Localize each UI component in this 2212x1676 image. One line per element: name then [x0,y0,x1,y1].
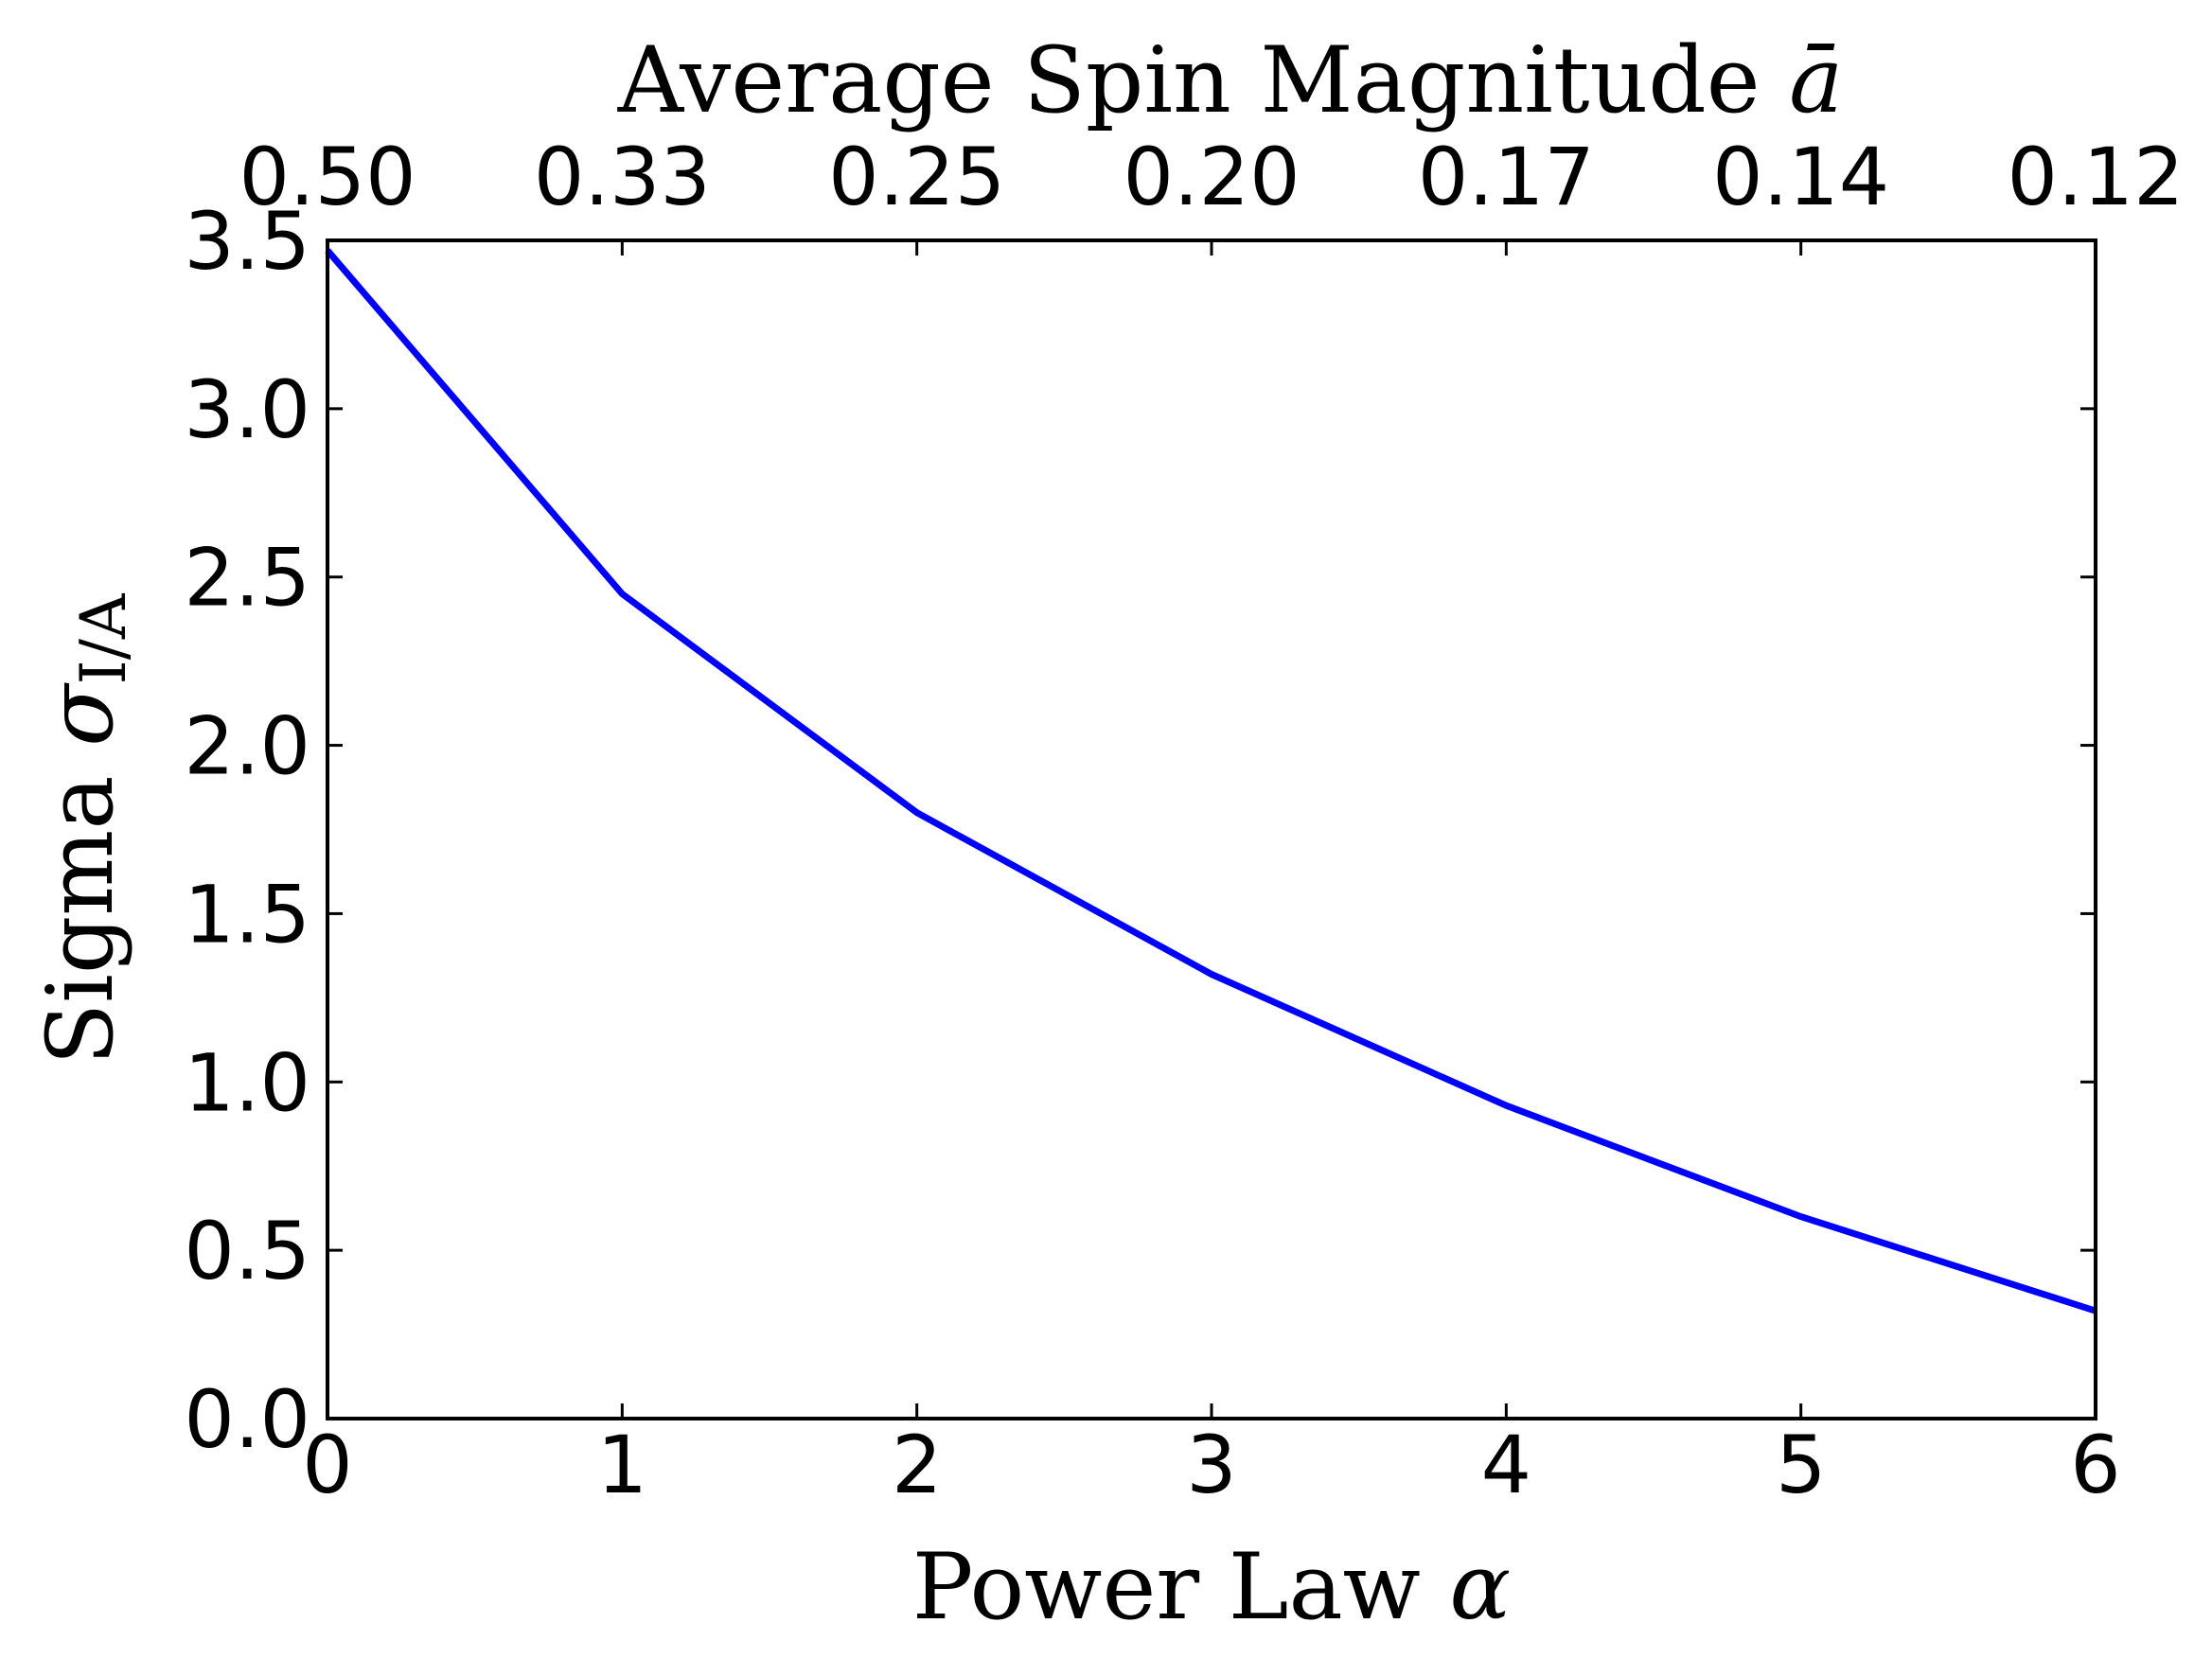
data-point [1505,1104,1507,1106]
x-tick-label: 1 [597,1419,647,1511]
data-point [621,593,623,594]
series-layer [325,248,2097,1314]
y-tick-label: 2.5 [184,532,310,625]
top-tick-label: 0.33 [534,131,711,223]
top-tick-label: 0.14 [1712,131,1889,223]
top-tick-label: 0.25 [828,131,1005,223]
x-tick-label: 0 [302,1419,352,1511]
top-tick-label: 0.50 [239,131,416,223]
y-tick-label: 3.5 [184,195,310,288]
plot-frame [326,238,2097,1420]
top-tick-label: 0.12 [2007,131,2184,223]
y-tick-label: 1.5 [184,868,310,961]
y-tick-label: 0.5 [184,1205,310,1297]
data-point [916,812,918,814]
y-tick-label: 3.0 [184,363,310,456]
x-tick-label: 6 [2070,1419,2120,1511]
series-line-sigma [325,248,2097,1314]
x-tick-label: 4 [1481,1419,1531,1511]
top-axis-title: Average Spin Magnitude ā [617,27,1844,133]
y-tick-label: 0.0 [184,1373,310,1466]
x-tick-label: 3 [1186,1419,1236,1511]
tick-marks [326,238,2097,1420]
y-tick-label: 2.0 [184,700,310,793]
data-point [1800,1216,1802,1218]
tick-labels: 0 1 2 3 4 5 6 0.50 0.33 0.25 0.20 0.17 0.14 0.12 0.0 0.… [184,131,2184,1511]
x-tick-label: 2 [892,1419,942,1511]
y-tick-label: 1.0 [184,1036,310,1129]
x-tick-label: 5 [1776,1419,1826,1511]
y-axis-title: Sigma σI/A [27,592,140,1066]
top-tick-label: 0.17 [1418,131,1595,223]
x-axis-title: Power Law α [912,1534,1511,1640]
top-tick-label: 0.20 [1123,131,1300,223]
